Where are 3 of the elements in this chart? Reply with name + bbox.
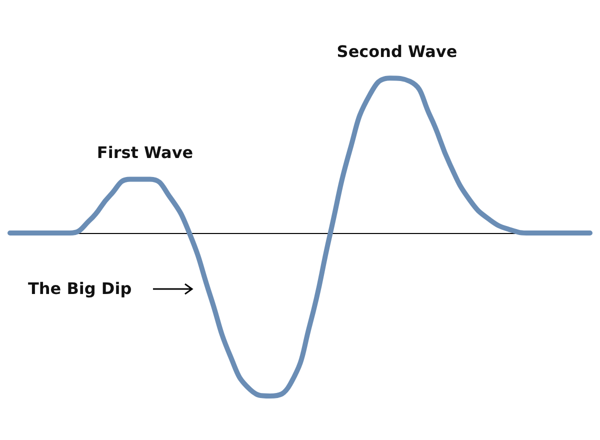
- annotation: The Big Dip: [28, 279, 132, 298]
- annotation: First Wave: [96, 143, 194, 162]
- text: Second Wave: [336, 42, 458, 61]
